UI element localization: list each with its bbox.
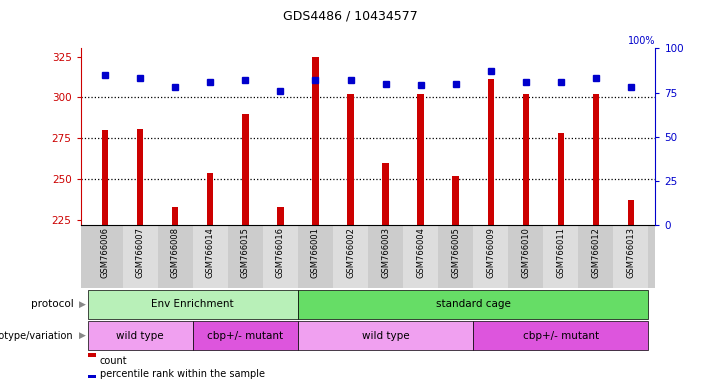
Text: GSM766009: GSM766009 (486, 227, 495, 278)
Bar (88, 225, 123, 288)
Bar (508, 225, 543, 288)
Bar (523, 94, 529, 225)
Bar (368, 48, 403, 225)
Text: GSM766008: GSM766008 (171, 227, 179, 278)
Bar (88, 321, 193, 350)
Bar (578, 225, 613, 288)
Text: count: count (100, 356, 127, 366)
Text: ▶: ▶ (79, 331, 86, 340)
Text: GSM766006: GSM766006 (101, 227, 109, 278)
Bar (193, 225, 228, 288)
Bar (473, 225, 508, 288)
Text: GSM766016: GSM766016 (276, 227, 285, 278)
Bar (193, 321, 298, 350)
Bar (243, 114, 249, 225)
Text: GSM766011: GSM766011 (557, 227, 565, 278)
Bar (403, 225, 438, 288)
Bar (333, 48, 368, 225)
Bar (88, 290, 298, 319)
Bar (578, 48, 613, 225)
Text: wild type: wild type (116, 331, 164, 341)
Bar (313, 56, 319, 225)
Text: percentile rank within the sample: percentile rank within the sample (100, 369, 264, 379)
Bar (278, 207, 283, 225)
Bar (207, 173, 214, 225)
Bar (418, 94, 423, 225)
Text: GSM766005: GSM766005 (451, 227, 460, 278)
Text: GSM766015: GSM766015 (241, 227, 250, 278)
Text: GSM766014: GSM766014 (206, 227, 215, 278)
Text: genotype/variation: genotype/variation (0, 331, 74, 341)
Bar (88, 48, 123, 225)
Text: wild type: wild type (362, 331, 409, 341)
Bar (172, 207, 178, 225)
Text: cbp+/- mutant: cbp+/- mutant (523, 331, 599, 341)
Bar (158, 225, 193, 288)
Text: GSM766004: GSM766004 (416, 227, 425, 278)
Bar (228, 48, 263, 225)
Bar (403, 48, 438, 225)
Bar (123, 48, 158, 225)
Text: 100%: 100% (628, 36, 655, 46)
Bar (473, 321, 648, 350)
Bar (438, 48, 473, 225)
Bar (613, 48, 648, 225)
Bar (298, 48, 333, 225)
Bar (137, 129, 144, 225)
Text: GSM766002: GSM766002 (346, 227, 355, 278)
Text: GSM766010: GSM766010 (522, 227, 530, 278)
Text: GSM766003: GSM766003 (381, 227, 390, 278)
Bar (263, 225, 298, 288)
Text: GSM766012: GSM766012 (592, 227, 600, 278)
Bar (593, 94, 599, 225)
Bar (473, 48, 508, 225)
Bar (263, 48, 298, 225)
Bar (558, 133, 564, 225)
Text: protocol: protocol (31, 299, 74, 309)
Bar (333, 225, 368, 288)
Bar (488, 79, 494, 225)
Bar (508, 48, 543, 225)
Bar (298, 321, 473, 350)
Bar (228, 225, 263, 288)
Bar (628, 200, 634, 225)
Text: GSM766007: GSM766007 (136, 227, 144, 278)
Bar (543, 48, 578, 225)
Bar (298, 290, 648, 319)
Bar (298, 225, 333, 288)
Bar (383, 163, 389, 225)
Bar (543, 225, 578, 288)
Bar (613, 225, 648, 288)
Text: GDS4486 / 10434577: GDS4486 / 10434577 (283, 10, 418, 23)
Text: standard cage: standard cage (436, 299, 510, 309)
Bar (453, 176, 459, 225)
Text: Env Enrichment: Env Enrichment (151, 299, 234, 309)
Bar (123, 225, 158, 288)
Bar (193, 48, 228, 225)
Bar (348, 94, 353, 225)
Text: cbp+/- mutant: cbp+/- mutant (207, 331, 283, 341)
Text: GSM766013: GSM766013 (627, 227, 635, 278)
Text: GSM766001: GSM766001 (311, 227, 320, 278)
Bar (102, 130, 108, 225)
Text: ▶: ▶ (79, 300, 86, 309)
Bar (438, 225, 473, 288)
Bar (368, 225, 403, 288)
Bar (158, 48, 193, 225)
